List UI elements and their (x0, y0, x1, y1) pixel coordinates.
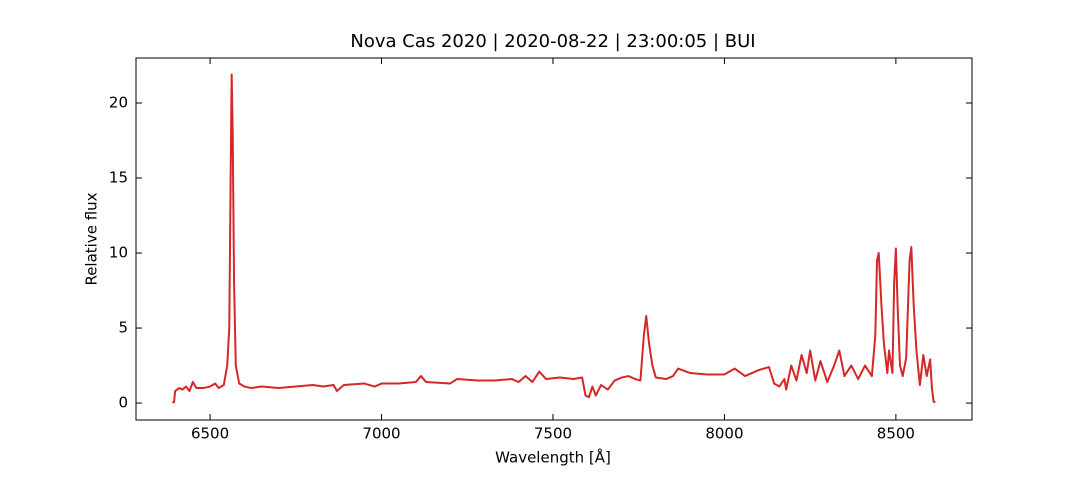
x-axis-label: Wavelength [Å] (495, 448, 611, 467)
y-axis-label: Relative flux (83, 192, 101, 285)
line-series (172, 73, 936, 404)
y-tick-label: 5 (118, 319, 128, 337)
x-tick-label: 7500 (534, 425, 572, 443)
y-tick-label: 15 (109, 169, 128, 187)
y-tick-label: 20 (109, 94, 128, 112)
x-tick-label: 8000 (705, 425, 743, 443)
chart-title: Nova Cas 2020 | 2020-08-22 | 23:00:05 | … (350, 31, 755, 52)
y-tick-label: 10 (109, 244, 128, 262)
x-tick-label: 6500 (191, 425, 229, 443)
y-tick-label: 0 (118, 394, 128, 412)
plot-frame (135, 57, 973, 421)
x-tick-label: 8500 (877, 425, 915, 443)
x-tick-label: 7000 (362, 425, 400, 443)
